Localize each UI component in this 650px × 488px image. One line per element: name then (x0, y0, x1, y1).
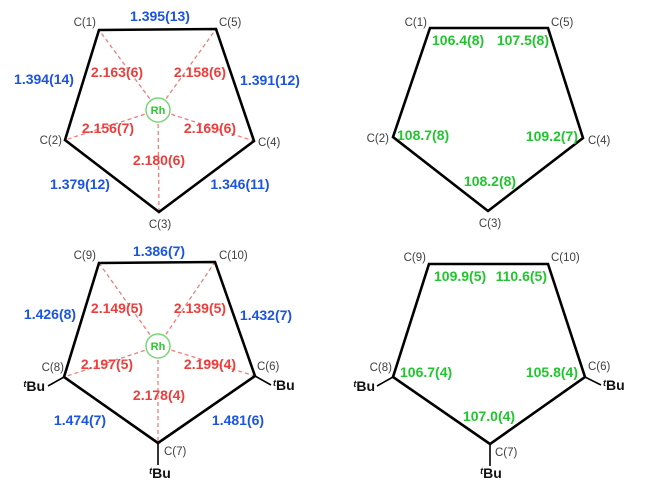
rh-c9-dashed-bond (98, 262, 159, 347)
rh-distance-label-c1: 2.163(6) (91, 64, 143, 80)
rh-c2-dashed-bond (64, 109, 159, 141)
cp1-ring-bonds (63, 27, 256, 214)
bond-length-label-left: 1.426(8) (24, 306, 76, 322)
atom-label-c9: C(9) (74, 250, 97, 262)
rh-c8-dashed-bond (63, 345, 159, 378)
rh-c6-dashed-bond (157, 345, 256, 377)
bond-length-label-top: 1.395(13) (130, 8, 190, 24)
rh-atom-circle (145, 333, 171, 359)
rh-distance-label-c5: 2.158(6) (174, 64, 226, 80)
angle-label-c2: 108.7(8) (397, 127, 449, 143)
c6-tbu-bond (254, 375, 272, 386)
atom-label-c4: C(4) (258, 137, 281, 149)
angle-label-c7: 107.0(4) (463, 408, 515, 424)
bond-length-label-right: 1.391(12) (240, 72, 300, 88)
rh-c4-dashed-bond (157, 109, 255, 142)
atom-label-c6: C(6) (588, 361, 611, 373)
atom-label-c8: C(8) (370, 362, 393, 374)
angle-label-c5: 107.5(8) (497, 32, 549, 48)
panel-cp1-angles: C(1) C(5) C(2) C(4) C(3) 106.4(8) 107.5(… (367, 17, 611, 230)
bond-length-label-bottom-left: 1.379(12) (50, 176, 110, 192)
atom-label-c6: C(6) (257, 361, 280, 373)
angle-label-c8: 106.7(4) (400, 364, 452, 380)
angle-label-c1: 106.4(8) (432, 32, 484, 48)
rh-c3-dashed-bond (157, 109, 160, 213)
c8-tbu-bond (376, 376, 394, 387)
rh-atom-circle (145, 97, 171, 123)
tbu-substituent-label-c6: tBu (603, 377, 625, 393)
panel-cp1-bond-lengths: Rh C(1) C(5) C(2) C(4) C(3) 1.395(13) 1.… (14, 8, 300, 231)
cp2-ring-bonds-angles (391, 262, 587, 446)
panel-cp2-angles: C(9) C(10) C(8) C(6) C(7) 109.9(5) 110.6… (353, 252, 624, 481)
tbu-substituent-label-c6: tBu (273, 377, 295, 393)
atom-label-c9: C(9) (404, 252, 427, 264)
atom-label-c7: C(7) (495, 447, 518, 459)
tbu-substituent-label-c7: tBu (480, 465, 502, 481)
atom-label-c3: C(3) (149, 219, 172, 231)
angle-label-c4: 109.2(7) (526, 128, 578, 144)
angle-label-c3: 108.2(8) (464, 173, 516, 189)
angle-label-c6: 105.8(4) (526, 364, 578, 380)
rh-atom-label: Rh (151, 341, 166, 353)
atom-label-c10: C(10) (551, 252, 580, 264)
cp1-ring-bonds-angles (391, 26, 585, 213)
rh-distance-label-c8: 2.197(5) (81, 356, 133, 372)
rh-distance-label-c7: 2.178(4) (133, 387, 185, 403)
c8-tbu-bond (47, 376, 65, 387)
rh-distance-label-c10: 2.139(5) (174, 300, 226, 316)
atom-label-c10: C(10) (219, 250, 248, 262)
rh-c10-dashed-bond (157, 261, 216, 347)
rh-distance-label-c2: 2.156(7) (82, 120, 134, 136)
atom-label-c1: C(1) (405, 17, 428, 29)
rh-c1-dashed-bond (98, 29, 159, 111)
rh-atom-label: Rh (151, 105, 166, 117)
rh-distance-label-c3: 2.180(6) (133, 152, 185, 168)
atom-label-c3: C(3) (479, 218, 502, 230)
panel-cp2-bond-lengths: Rh C(9) C(10) C(8) C(6) C(7) 1.386(7) 1.… (23, 243, 294, 481)
atom-label-c5: C(5) (551, 17, 574, 29)
angle-label-c9: 109.9(5) (434, 268, 486, 284)
tbu-substituent-label-c7: tBu (149, 465, 171, 481)
rh-distance-label-c4: 2.169(6) (184, 120, 236, 136)
bond-length-label-bottom-right: 1.481(6) (212, 412, 264, 428)
bond-length-label-top: 1.386(7) (133, 243, 185, 259)
atom-label-c8: C(8) (42, 362, 65, 374)
atom-label-c7: C(7) (164, 446, 187, 458)
bond-length-label-bottom-right: 1.346(11) (210, 176, 269, 192)
cp2-ring-bonds (62, 260, 257, 445)
rh-distance-label-c6: 2.199(4) (184, 356, 236, 372)
rh-distance-label-c9: 2.149(5) (91, 300, 143, 316)
atom-label-c1: C(1) (74, 17, 97, 29)
bond-length-label-left: 1.394(14) (14, 71, 74, 87)
atom-label-c5: C(5) (219, 17, 242, 29)
angle-label-c10: 110.6(5) (496, 268, 547, 284)
rh-c5-dashed-bond (157, 28, 217, 111)
tbu-substituent-label-c8: tBu (23, 378, 45, 394)
bond-length-label-right: 1.432(7) (240, 307, 292, 323)
bond-length-label-bottom-left: 1.474(7) (54, 412, 106, 428)
tbu-substituent-label-c8: tBu (353, 378, 375, 394)
c6-tbu-bond (584, 376, 602, 386)
atom-label-c4: C(4) (588, 135, 611, 147)
atom-label-c2: C(2) (367, 133, 390, 145)
atom-label-c2: C(2) (40, 135, 63, 147)
